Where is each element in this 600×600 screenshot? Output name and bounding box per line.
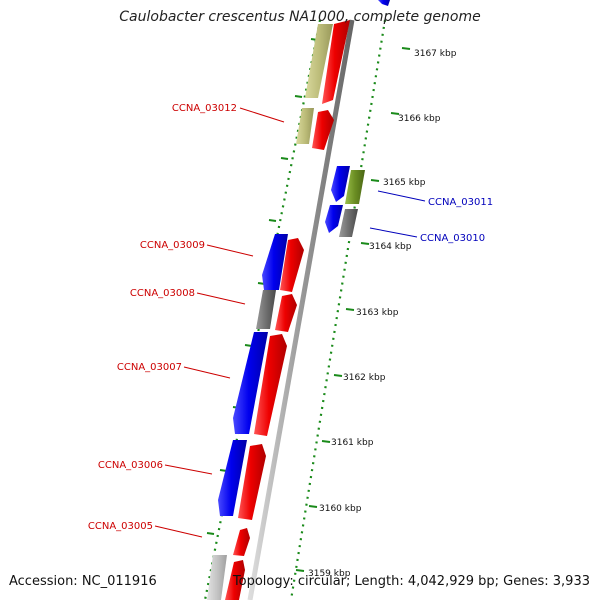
rrna-feature-top[interactable] xyxy=(305,24,333,98)
gene-label-ccna-03010[interactable]: CCNA_03010 xyxy=(420,233,485,244)
forward-cds-bottom[interactable] xyxy=(225,560,245,600)
ruler-label-3160: 3160 kbp xyxy=(319,504,362,514)
leader-lines-left xyxy=(154,107,285,538)
gene-label-ccna-03006[interactable]: CCNA_03006 xyxy=(98,460,163,471)
reverse-cds-03009[interactable] xyxy=(262,234,288,290)
ruler-label-3164: 3164 kbp xyxy=(369,242,412,252)
gene-label-ccna-03009[interactable]: CCNA_03009 xyxy=(140,240,205,251)
gene-label-ccna-03008[interactable]: CCNA_03008 xyxy=(130,288,195,299)
leader-lines-right xyxy=(369,190,426,238)
reverse-cds-03006[interactable] xyxy=(218,440,247,516)
genome-summary-text: Topology: circular; Length: 4,042,929 bp… xyxy=(232,574,590,589)
ruler-label-3159: 3159 kbp xyxy=(308,569,351,579)
features-forward-strand xyxy=(225,20,350,600)
gene-label-ccna-03011[interactable]: CCNA_03011 xyxy=(428,197,493,208)
gene-labels-right: CCNA_03011 CCNA_03010 xyxy=(420,197,493,244)
forward-cds-03006[interactable] xyxy=(238,444,266,520)
features-right-track xyxy=(325,0,390,237)
reverse-cds-03010[interactable] xyxy=(325,205,343,233)
gene-label-ccna-03005[interactable]: CCNA_03005 xyxy=(88,521,153,532)
ruler-ticks-outer xyxy=(295,47,411,572)
ruler-label-3162: 3162 kbp xyxy=(343,373,386,383)
reverse-cds-top-right[interactable] xyxy=(378,0,390,6)
gene-label-ccna-03007[interactable]: CCNA_03007 xyxy=(117,362,182,373)
features-reverse-strand xyxy=(207,24,333,600)
light-feature-bottom[interactable] xyxy=(207,555,227,600)
ruler-labels: 3167 kbp 3166 kbp 3165 kbp 3164 kbp 3163… xyxy=(308,49,457,579)
ruler-label-3167: 3167 kbp xyxy=(414,49,457,59)
forward-cds-03005[interactable] xyxy=(233,528,250,556)
reverse-cds-03011[interactable] xyxy=(331,166,350,202)
olive-feature-03011[interactable] xyxy=(345,170,365,204)
forward-cds-03012[interactable] xyxy=(312,110,334,150)
forward-cds-03007[interactable] xyxy=(254,334,287,436)
gene-labels-left: CCNA_03012 CCNA_03009 CCNA_03008 CCNA_03… xyxy=(88,103,237,532)
rrna-feature-03012[interactable] xyxy=(296,108,314,144)
ruler-label-3166: 3166 kbp xyxy=(398,114,441,124)
map-title: Caulobacter crescentus NA1000, complete … xyxy=(119,9,481,25)
ruler-label-3165: 3165 kbp xyxy=(383,178,426,188)
ruler-label-3163: 3163 kbp xyxy=(356,308,399,318)
gray-feature-03010[interactable] xyxy=(339,209,358,237)
reverse-cds-03007[interactable] xyxy=(233,332,268,434)
forward-cds-03008[interactable] xyxy=(275,294,297,332)
gray-feature-03008[interactable] xyxy=(256,290,276,329)
accession-text: Accession: NC_011916 xyxy=(9,574,157,589)
gene-label-ccna-03012[interactable]: CCNA_03012 xyxy=(172,103,237,114)
backbone-ring xyxy=(247,19,355,600)
forward-cds-03009[interactable] xyxy=(280,238,304,292)
forward-cds-top[interactable] xyxy=(322,20,350,104)
ruler-label-3161: 3161 kbp xyxy=(331,438,374,448)
